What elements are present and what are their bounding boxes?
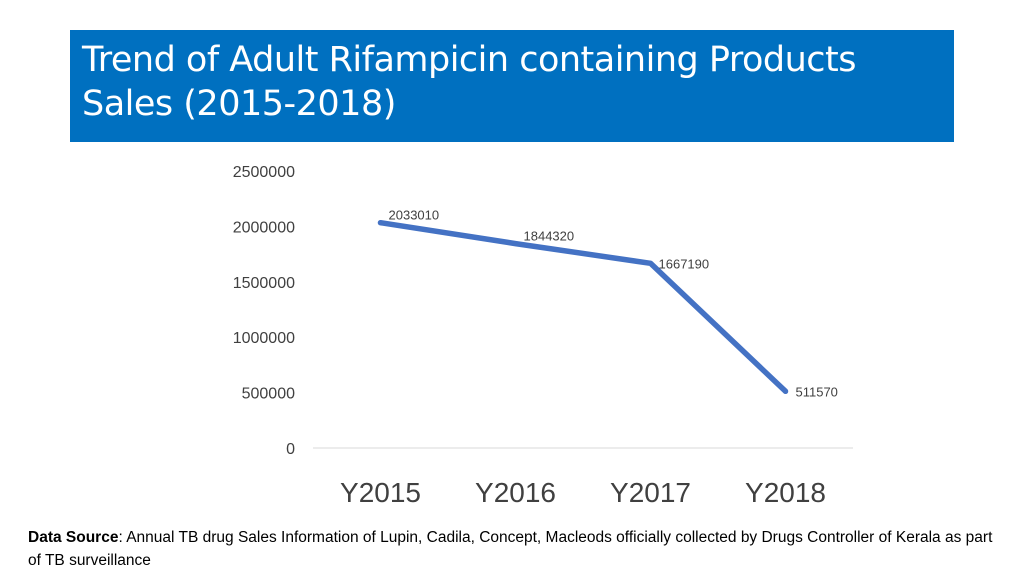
data-label: 1667190 (659, 256, 710, 271)
data-point (648, 260, 653, 266)
slide-title: Trend of Adult Rifampicin containing Pro… (82, 40, 857, 124)
data-label: 1844320 (524, 229, 575, 244)
data-label: 2033010 (389, 208, 440, 223)
y-tick-label: 1500000 (233, 275, 295, 292)
x-tick-label: Y2017 (610, 477, 691, 508)
y-tick-label: 1000000 (233, 330, 295, 347)
data-point (378, 220, 383, 226)
data-point (783, 388, 788, 394)
data-source-note: Data Source: Annual TB drug Sales Inform… (28, 526, 1003, 572)
data-source-label: Data Source (28, 529, 119, 546)
x-tick-label: Y2016 (475, 477, 556, 508)
y-tick-label: 500000 (242, 386, 295, 403)
data-source-text: : Annual TB drug Sales Information of Lu… (28, 529, 993, 569)
data-point (513, 241, 518, 247)
y-tick-label: 0 (286, 441, 295, 458)
y-tick-label: 2000000 (233, 219, 295, 236)
series-line (377, 219, 789, 395)
data-label: 511570 (796, 384, 838, 399)
y-tick-label: 2500000 (233, 164, 295, 181)
x-tick-label: Y2018 (745, 477, 826, 508)
title-banner: Trend of Adult Rifampicin containing Pro… (70, 30, 954, 142)
x-tick-label: Y2015 (340, 477, 421, 508)
